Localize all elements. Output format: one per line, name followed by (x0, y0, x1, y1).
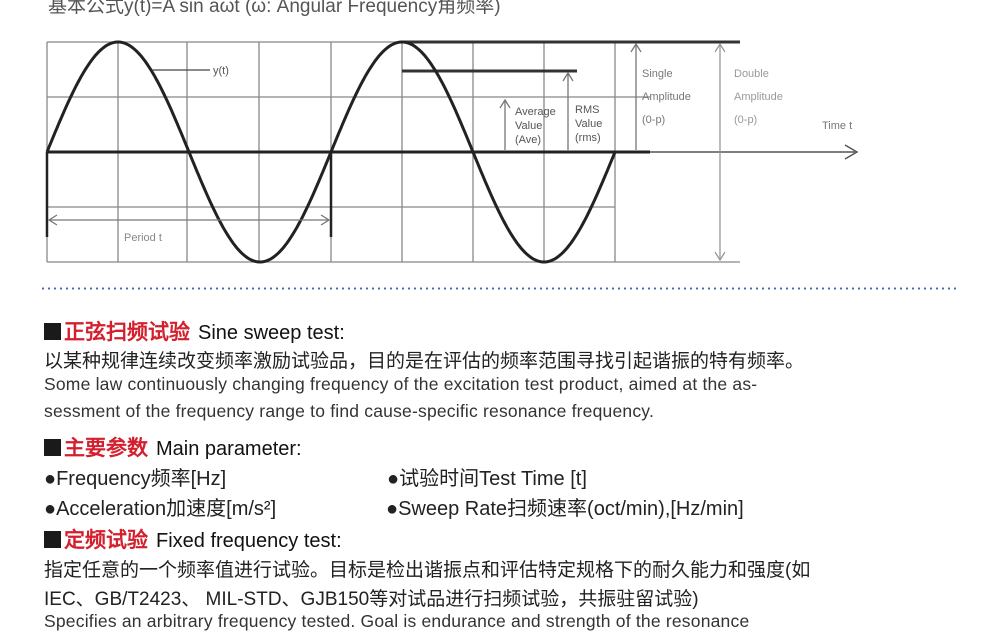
time-label: Time t (822, 120, 852, 132)
double-amplitude-label-1: Double (734, 68, 769, 80)
heading-cn: 正弦扫频试验 (64, 321, 190, 344)
average-label-2: Value (515, 120, 542, 132)
sine-desc-en-1: Some law continuously changing frequency… (44, 374, 758, 394)
average-label-1: Average (515, 106, 556, 118)
single-amplitude-label-3: (0-p) (642, 114, 665, 126)
average-label-3: (Ave) (515, 134, 541, 146)
dotted-divider (40, 287, 956, 290)
sine-wave-diagram: y(t) Period t Average Value (Ave) RMS Va… (45, 40, 859, 264)
heading-en: Main parameter: (156, 438, 302, 460)
period-label: Period t (124, 232, 162, 244)
fixed-frequency-heading: 定频试验 Fixed frequency test: (44, 524, 342, 554)
rms-label-3: (rms) (575, 132, 601, 144)
single-amplitude-label-2: Amplitude (642, 91, 691, 103)
fixed-desc-en-1: Specifies an arbitrary frequency tested.… (44, 611, 750, 631)
formula-caption: 基本公式y(t)=A sin aωt (ω: Angular Frequency… (48, 0, 501, 17)
square-bullet-icon (44, 323, 61, 340)
fixed-desc-cn-2: IEC、GB/T2423、 MIL-STD、GJB150等对试品进行扫频试验，共… (44, 589, 699, 610)
time-axis-arrow (844, 144, 859, 160)
param-test-time: ●试验时间Test Time [t] (387, 468, 587, 490)
curve-label: y(t) (213, 65, 229, 77)
param-acceleration: ●Acceleration加速度[m/s²] (44, 498, 277, 520)
heading-en: Fixed frequency test: (156, 530, 342, 552)
rms-label-1: RMS (575, 104, 599, 116)
square-bullet-icon (44, 531, 61, 548)
single-amplitude-label-1: Single (642, 68, 673, 80)
sine-desc-en-2: sessment of the frequency range to find … (44, 401, 655, 421)
sine-desc-cn: 以某种规律连续改变频率激励试验品，目的是在评估的频率范围寻找引起谐振的特有频率。 (44, 351, 805, 372)
main-parameter-heading: 主要参数 Main parameter: (44, 432, 302, 462)
param-sweep-rate: ●Sweep Rate扫频速率(oct/min),[Hz/min] (386, 498, 744, 520)
fixed-desc-cn-1: 指定任意的一个频率值进行试验。目标是检出谐振点和评估特定规格下的耐久能力和强度(… (44, 560, 811, 581)
param-frequency: ●Frequency频率[Hz] (44, 468, 227, 490)
double-amplitude-label-2: Amplitude (734, 91, 783, 103)
sine-sweep-heading: 正弦扫频试验 Sine sweep test: (44, 316, 345, 346)
double-amplitude-label-3: (0-p) (734, 114, 757, 126)
heading-en: Sine sweep test: (198, 322, 345, 344)
heading-cn: 定频试验 (64, 529, 148, 552)
rms-label-2: Value (575, 118, 602, 130)
heading-cn: 主要参数 (64, 437, 148, 460)
square-bullet-icon (44, 439, 61, 456)
